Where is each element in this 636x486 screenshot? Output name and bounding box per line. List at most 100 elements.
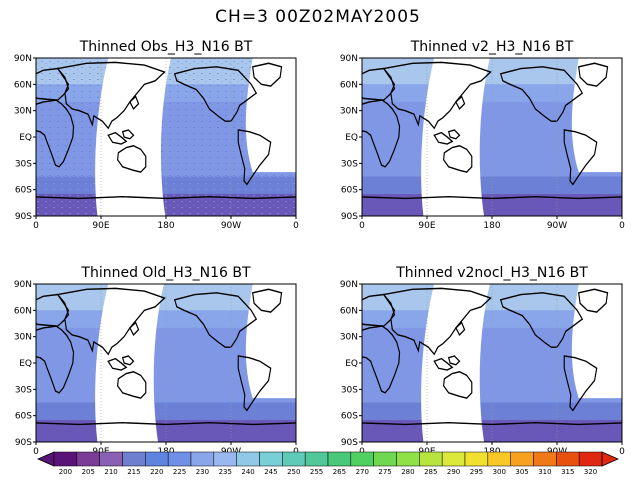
no-data-swath xyxy=(421,284,490,442)
map-panel: Thinned Obs_H3_N16 BT 0 90E 180 90W 0 90N 60N 30… xyxy=(14,39,299,231)
colorbar-label: 240 xyxy=(241,468,254,476)
lat-tick-label: 90S xyxy=(341,438,358,448)
lat-tick-label: 60N xyxy=(14,306,32,316)
southern-band xyxy=(362,402,622,421)
no-data-swath xyxy=(95,284,164,442)
lat-tick-label: 30S xyxy=(341,159,358,169)
colorbar-arrow-right xyxy=(601,451,619,467)
lat-tick-label: 60S xyxy=(341,412,358,422)
colorbar-label: 270 xyxy=(356,468,369,476)
colorbar: 200 205 210 215 220 225 230 235 240 245 250 255 265 2… xyxy=(37,451,619,476)
lon-tick-label: 0 xyxy=(619,221,625,231)
colorbar-label: 230 xyxy=(196,468,209,476)
colorbar-label: 225 xyxy=(173,468,186,476)
lat-tick-label: EQ xyxy=(345,133,358,143)
lat-tick-label: 90N xyxy=(340,280,358,290)
colorbar-label: 255 xyxy=(310,468,323,476)
lat-tick-label: 30S xyxy=(15,159,32,169)
colorbar-label: 250 xyxy=(287,468,300,476)
colorbar-arrow-left xyxy=(37,451,55,467)
figure-title: CH=3 00Z02MAY2005 xyxy=(215,7,421,27)
panels: Thinned Obs_H3_N16 BT 0 90E 180 90W 0 90N 60N 30… xyxy=(14,39,625,457)
colorbar-swatch xyxy=(259,451,283,467)
lon-tick-label: 0 xyxy=(293,221,299,231)
lat-tick-label: 60N xyxy=(340,80,358,90)
colorbar-label: 300 xyxy=(493,468,506,476)
colorbar-swatch xyxy=(327,451,352,467)
colorbar-swatch xyxy=(533,451,557,467)
lat-tick-label: 60N xyxy=(14,80,32,90)
colorbar-label: 265 xyxy=(333,468,346,476)
lon-tick-label: 90E xyxy=(418,221,435,231)
colorbar-swatch xyxy=(282,451,306,467)
lat-tick-label: 90S xyxy=(341,212,358,222)
panel-title: Thinned Old_H3_N16 BT xyxy=(80,265,251,281)
lat-tick-label: 60S xyxy=(341,186,358,196)
map-panel: Thinned v2nocl_H3_N16 BT090E18090W090N60… xyxy=(340,265,625,457)
colorbar-label: 315 xyxy=(561,468,574,476)
lat-tick-label: 30N xyxy=(14,107,32,117)
colorbar-swatch xyxy=(578,451,603,467)
panel-title: Thinned Obs_H3_N16 BT xyxy=(79,39,253,55)
colorbar-label: 205 xyxy=(82,468,95,476)
colorbar-swatch xyxy=(53,451,78,467)
panel-title: Thinned v2_H3_N16 BT xyxy=(410,39,574,55)
lat-tick-label: 90N xyxy=(14,54,32,64)
lon-tick-label: 180 xyxy=(157,221,174,231)
lat-tick-label: 30N xyxy=(340,333,358,343)
colorbar-swatch xyxy=(99,451,123,467)
lat-tick-label: 30S xyxy=(15,385,32,395)
no-data-swath xyxy=(421,58,490,216)
colorbar-label: 305 xyxy=(515,468,528,476)
colorbar-label: 280 xyxy=(401,468,414,476)
lat-tick-label: EQ xyxy=(19,359,32,369)
no-data-swath xyxy=(95,58,172,216)
colorbar-label: 310 xyxy=(538,468,551,476)
lat-tick-label: 30S xyxy=(341,385,358,395)
colorbar-swatch xyxy=(122,451,146,467)
lon-tick-label: 0 xyxy=(33,221,39,231)
colorbar-swatch xyxy=(396,451,420,467)
colorbar-swatch xyxy=(145,451,169,467)
lat-tick-label: 60S xyxy=(15,412,32,422)
no-data-gap xyxy=(245,58,296,173)
colorbar-label: 290 xyxy=(447,468,460,476)
colorbar-label: 220 xyxy=(150,468,163,476)
lon-tick-label: 180 xyxy=(483,221,500,231)
southern-band xyxy=(362,176,622,195)
colorbar-swatch xyxy=(464,451,489,467)
map-panel: Thinned Old_H3_N16 BT090E18090W090N60N30… xyxy=(14,265,299,457)
colorbar-label: 215 xyxy=(127,468,140,476)
panel-title: Thinned v2nocl_H3_N16 BT xyxy=(395,265,588,281)
lon-tick-label: 0 xyxy=(619,447,625,457)
colorbar-swatch xyxy=(441,451,466,467)
no-data-gap xyxy=(245,284,296,399)
lat-tick-label: 90N xyxy=(14,280,32,290)
colorbar-swatch xyxy=(350,451,374,467)
lat-tick-label: 30N xyxy=(14,333,32,343)
lon-tick-label: 90E xyxy=(92,221,109,231)
colorbar-swatch xyxy=(213,451,237,467)
colorbar-label: 275 xyxy=(378,468,391,476)
colorbar-swatch xyxy=(510,451,534,467)
colorbar-swatch xyxy=(190,451,215,467)
lat-tick-label: 90S xyxy=(15,438,32,448)
no-data-gap xyxy=(571,284,622,399)
colorbar-label: 245 xyxy=(264,468,277,476)
colorbar-swatch xyxy=(76,451,100,467)
colorbar-swatch xyxy=(167,451,192,467)
colorbar-swatch xyxy=(487,451,511,467)
lat-tick-label: 60N xyxy=(340,306,358,316)
colorbar-label: 295 xyxy=(470,468,483,476)
lon-tick-label: 90W xyxy=(547,221,567,231)
lat-tick-label: 60S xyxy=(15,186,32,196)
lat-tick-label: 90N xyxy=(340,54,358,64)
colorbar-swatch xyxy=(236,451,260,467)
lat-tick-label: EQ xyxy=(345,359,358,369)
lat-tick-label: 30N xyxy=(340,107,358,117)
colorbar-label: 285 xyxy=(424,468,437,476)
southern-band xyxy=(36,402,296,421)
colorbar-swatch xyxy=(373,451,397,467)
colorbar-swatch xyxy=(304,451,329,467)
colorbar-label: 235 xyxy=(219,468,232,476)
